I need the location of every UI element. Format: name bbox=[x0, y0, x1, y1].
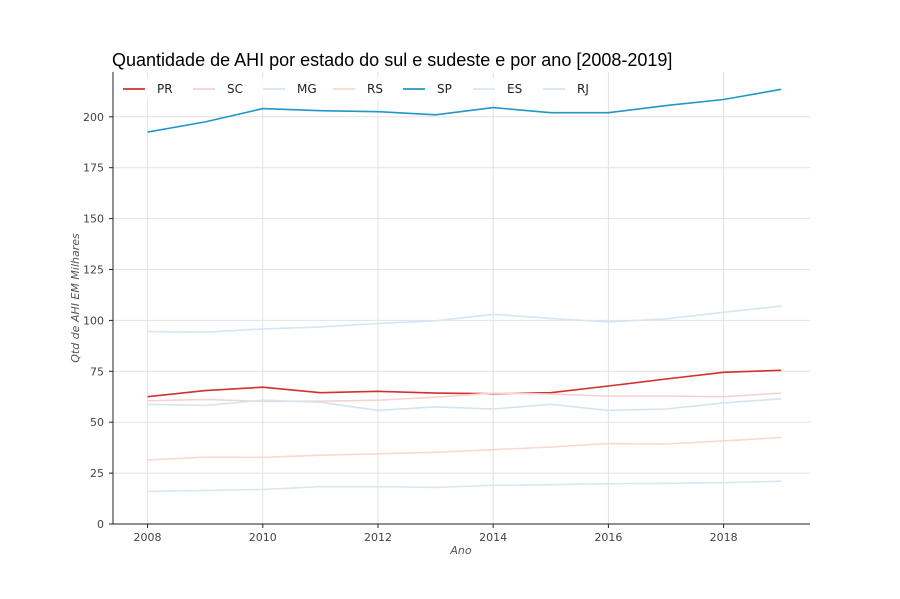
y-tick-label: 100 bbox=[83, 314, 104, 327]
y-tick-label: 125 bbox=[83, 263, 104, 276]
series-lines bbox=[147, 88, 782, 493]
x-tick-label: 2010 bbox=[249, 531, 277, 544]
series-line-sc bbox=[147, 392, 782, 403]
y-tick-label: 175 bbox=[83, 162, 104, 175]
series-line-es bbox=[147, 480, 782, 493]
x-tick-label: 2018 bbox=[710, 531, 738, 544]
y-tick-label: 0 bbox=[97, 518, 104, 531]
legend-label-pr: PR bbox=[157, 82, 173, 96]
legend-label-rj: RJ bbox=[577, 82, 589, 96]
x-tick-label: 2016 bbox=[594, 531, 622, 544]
series-line-rs bbox=[147, 436, 782, 461]
y-tick-label: 150 bbox=[83, 213, 104, 226]
series-line-sp bbox=[147, 88, 782, 133]
legend-label-es: ES bbox=[507, 82, 522, 96]
legend: PR SC MG RS SP ES RJ bbox=[116, 78, 602, 100]
y-tick-label: 50 bbox=[90, 416, 104, 429]
legend-label-mg: MG bbox=[297, 82, 317, 96]
series-line-rj bbox=[147, 398, 782, 412]
y-axis-label: Qtd de AHI EM Milhares bbox=[69, 233, 82, 363]
x-tick-label: 2012 bbox=[364, 531, 392, 544]
y-tick-label: 75 bbox=[90, 365, 104, 378]
x-axis-label: Ano bbox=[449, 544, 471, 557]
x-tick-label: 2014 bbox=[479, 531, 507, 544]
chart-title: Quantidade de AHI por estado do sul e su… bbox=[112, 50, 672, 70]
legend-label-sp: SP bbox=[437, 82, 452, 96]
series-line-pr bbox=[147, 369, 782, 398]
y-tick-label: 25 bbox=[90, 467, 104, 480]
legend-label-rs: RS bbox=[367, 82, 383, 96]
y-tick-label: 200 bbox=[83, 111, 104, 124]
legend-label-sc: SC bbox=[227, 82, 243, 96]
x-tick-label: 2008 bbox=[134, 531, 162, 544]
axes: 2008 2010 2012 2014 2016 2018 0 25 50 75 100 125 150… bbox=[83, 72, 810, 544]
series-line-mg bbox=[147, 305, 782, 334]
grid bbox=[113, 72, 810, 525]
legend-box bbox=[116, 78, 602, 100]
